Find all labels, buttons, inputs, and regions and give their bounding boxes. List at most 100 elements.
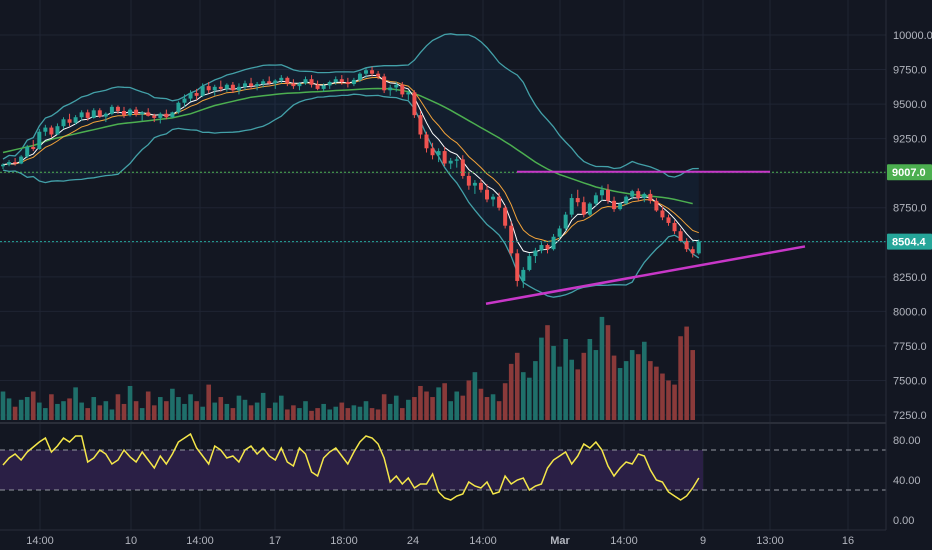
candle-body	[406, 92, 411, 95]
volume-bar	[654, 366, 659, 420]
candle-body	[666, 217, 671, 223]
candle-body	[412, 92, 417, 116]
volume-bar	[521, 372, 526, 420]
candle-body	[376, 73, 381, 77]
candle-body	[194, 93, 199, 96]
candle-body	[31, 146, 36, 149]
volume-bar	[315, 408, 320, 420]
volume-bar	[569, 359, 574, 420]
time-axis[interactable]: 14:00 10 14:00 17 18:00 24 14:00 Mar 14:00 9 13:00…	[26, 535, 854, 547]
volume-bar	[351, 405, 357, 420]
candle-body	[152, 115, 157, 118]
volume-bar	[266, 408, 272, 420]
candle-body	[642, 193, 647, 199]
volume-bar	[642, 341, 647, 420]
candle-body	[684, 240, 689, 250]
volume-bar	[206, 384, 211, 420]
trendlines[interactable]	[485, 170, 806, 305]
volume-bar	[454, 391, 460, 420]
volume-bar	[61, 401, 66, 420]
volume-bar	[164, 401, 169, 420]
volume-bar	[393, 395, 399, 420]
last-price-tag: 8504.4	[892, 237, 927, 249]
volume-bar	[666, 380, 671, 420]
time-tick-label: 14:00	[469, 535, 497, 547]
candle-body	[370, 70, 375, 74]
candle-body	[140, 112, 145, 115]
volume-bar	[375, 409, 381, 420]
candle-body	[285, 77, 290, 84]
volume-bar	[236, 395, 242, 420]
volume-bar	[460, 395, 466, 420]
sma-green-line	[2, 87, 693, 205]
volume-bar	[527, 377, 532, 420]
candle-body	[503, 207, 508, 226]
resistance-price-tag: 9007.0	[892, 167, 926, 179]
volume-bar	[139, 408, 145, 420]
candle-body	[551, 236, 556, 250]
volume-bar	[24, 397, 30, 420]
price-tick-label: 8750.0	[893, 203, 927, 215]
candle-body	[460, 159, 465, 176]
volume-bar	[599, 316, 605, 420]
price-tick-label: 9250.0	[893, 134, 927, 146]
candle-body	[533, 250, 538, 257]
candle-body	[351, 79, 356, 85]
candle-body	[91, 110, 96, 118]
volume-bar	[254, 402, 260, 420]
time-tick-label: 24	[407, 535, 419, 547]
candle-body	[581, 202, 586, 215]
volume-bar	[6, 398, 12, 420]
candle-body	[491, 196, 496, 200]
candle-body	[218, 86, 223, 89]
candle-body	[333, 79, 338, 82]
candle-body	[97, 110, 102, 117]
candle-body	[321, 85, 326, 89]
price-tick-label: 8250.0	[893, 272, 927, 284]
candle-body	[13, 162, 18, 164]
candle-body	[654, 200, 659, 211]
rsi-axis[interactable]: 80.00 40.00 0.00	[893, 435, 921, 527]
price-tick-label: 7500.0	[893, 375, 927, 387]
candle-body	[364, 70, 368, 74]
volume-bar	[660, 373, 665, 420]
volume-bar	[18, 399, 24, 420]
candle-body	[49, 127, 54, 135]
volume-bar	[563, 339, 568, 420]
volume-bar	[611, 355, 617, 420]
candle-body	[303, 79, 308, 84]
volume-bar	[514, 352, 520, 420]
volume-bar	[49, 394, 54, 420]
candle-body	[67, 119, 72, 123]
candle-body	[557, 228, 562, 237]
candle-body	[164, 113, 169, 118]
volume-bar	[0, 391, 6, 420]
volume-bar	[115, 394, 121, 420]
volume-bar	[182, 403, 187, 420]
time-tick-label: 14:00	[610, 535, 638, 547]
candle-body	[134, 109, 139, 115]
volume-bar	[557, 366, 562, 420]
candle-body	[61, 119, 66, 127]
candle-body	[339, 79, 344, 82]
volume-bar	[442, 383, 447, 420]
candle-body	[255, 84, 260, 87]
candle-body	[103, 113, 108, 117]
volume-bars	[0, 316, 695, 420]
volume-bar	[297, 408, 302, 420]
candle-body	[109, 106, 114, 114]
volume-bar	[291, 405, 296, 420]
candle-body	[128, 109, 133, 116]
candle-body	[497, 196, 502, 208]
candle-body	[7, 162, 12, 165]
candle-body	[593, 195, 598, 204]
candle-body	[587, 203, 592, 215]
time-tick-label: Mar	[550, 535, 570, 547]
candle-body	[430, 148, 435, 156]
candle-body	[267, 81, 272, 84]
candle-body	[636, 191, 641, 199]
candle-body	[19, 156, 24, 164]
candle-body	[170, 112, 175, 118]
volume-bar	[436, 387, 441, 420]
